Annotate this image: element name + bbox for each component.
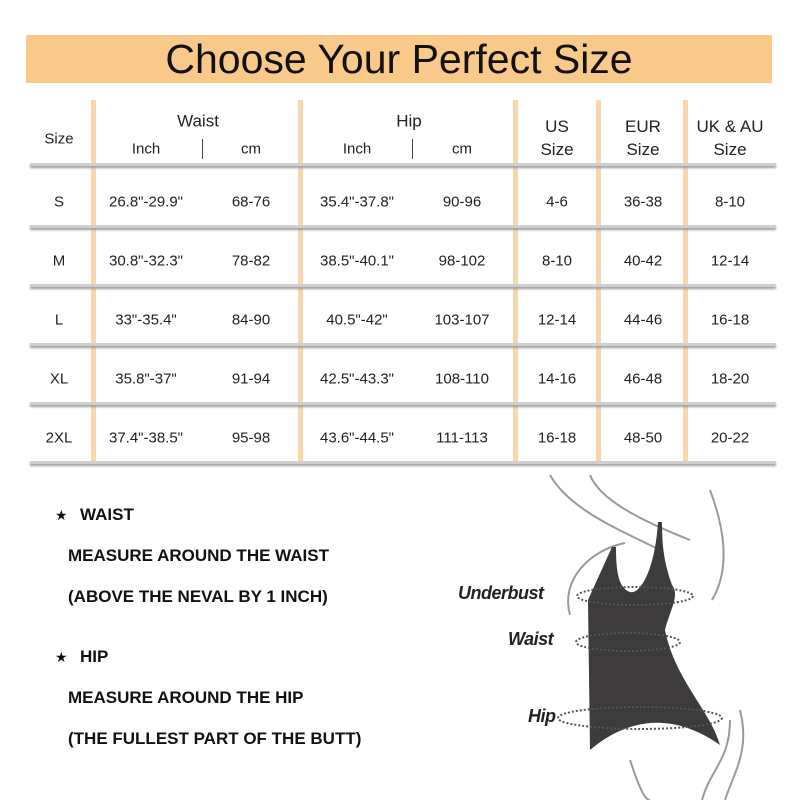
cell-waist-in: 37.4"-38.5" [108, 429, 184, 447]
header-us-line2: Size [540, 140, 574, 159]
header-hip-cm: cm [452, 140, 472, 158]
cell-eur: 36-38 [623, 193, 663, 211]
arm-outline [589, 474, 691, 541]
row-separator [30, 225, 776, 228]
cell-hip-cm: 103-107 [434, 311, 490, 329]
cell-ukau: 16-18 [710, 311, 750, 329]
cell-waist-cm: 91-94 [231, 370, 271, 388]
cell-waist-cm: 95-98 [231, 429, 271, 447]
cell-waist-cm: 68-76 [231, 193, 271, 211]
header-size: Size [44, 130, 74, 148]
hip-instruction: MEASURE AROUND THE HIP [68, 688, 304, 707]
cell-size: L [54, 311, 64, 329]
cell-hip-in: 43.6"-44.5" [319, 429, 395, 447]
column-divider [683, 100, 688, 462]
cell-eur: 46-48 [623, 370, 663, 388]
leg-outline [724, 709, 745, 800]
back-outline [709, 489, 725, 601]
waist-instruction-note: (ABOVE THE NEVAL BY 1 INCH) [68, 587, 328, 606]
waist-label: Waist [508, 629, 554, 649]
cell-waist-cm: 84-90 [231, 311, 271, 329]
row-separator [30, 284, 776, 287]
header-us-line1: US [545, 117, 569, 136]
cell-size: XL [49, 370, 69, 388]
column-divider [596, 100, 601, 462]
cell-size: M [52, 252, 66, 270]
cell-eur: 44-46 [623, 311, 663, 329]
header-ukau-line2: Size [713, 140, 747, 159]
cell-size: S [53, 193, 65, 211]
cell-eur: 40-42 [623, 252, 663, 270]
cell-hip-in: 38.5"-40.1" [319, 252, 395, 270]
hip-measure-line [557, 706, 723, 730]
header-eur-line1: EUR [625, 117, 661, 136]
column-divider [91, 100, 96, 462]
body-measurement-figure [549, 474, 745, 800]
cell-ukau: 8-10 [714, 193, 746, 211]
shoulder-outline [567, 542, 626, 616]
cell-waist-in: 33"-35.4" [115, 311, 177, 329]
cell-us: 8-10 [541, 252, 573, 270]
leg-outline [701, 719, 731, 800]
cell-us: 14-16 [537, 370, 577, 388]
header-hip: Hip [396, 111, 422, 131]
cell-ukau: 20-22 [710, 429, 750, 447]
waist-instruction: MEASURE AROUND THE WAIST [68, 546, 329, 565]
header-eur-line2: Size [626, 140, 660, 159]
hip-instruction-note: (THE FULLEST PART OF THE BUTT) [68, 729, 362, 748]
star-icon: ★ [55, 507, 68, 523]
underbust-label: Underbust [458, 583, 544, 603]
subheader-divider [202, 139, 203, 159]
cell-us: 12-14 [537, 311, 577, 329]
arm-outline [549, 474, 663, 601]
cell-size: 2XL [45, 429, 73, 447]
bodysuit-garment [588, 522, 720, 750]
underbust-measure-line [576, 586, 694, 606]
page-title: Choose Your Perfect Size [165, 36, 633, 82]
cell-hip-cm: 111-113 [436, 429, 488, 447]
leg-outline [629, 759, 651, 800]
column-divider [298, 100, 303, 462]
cell-waist-in: 26.8"-29.9" [108, 193, 184, 211]
header-waist-cm: cm [241, 140, 261, 158]
cell-hip-cm: 98-102 [438, 252, 486, 270]
cell-ukau: 18-20 [710, 370, 750, 388]
waist-title: WAIST [80, 505, 134, 524]
cell-waist-in: 30.8"-32.3" [108, 252, 184, 270]
header-us-size: US Size [540, 115, 573, 161]
cell-ukau: 12-14 [710, 252, 750, 270]
cell-eur: 48-50 [623, 429, 663, 447]
waist-measure-line [575, 632, 681, 652]
star-icon: ★ [55, 649, 68, 665]
cell-us: 16-18 [537, 429, 577, 447]
cell-hip-cm: 90-96 [442, 193, 482, 211]
header-eur-size: EUR Size [625, 115, 661, 161]
cell-us: 4-6 [546, 193, 568, 211]
header-hip-inch: Inch [342, 140, 372, 158]
cell-hip-in: 42.5"-43.3" [319, 370, 395, 388]
column-divider [513, 100, 518, 462]
row-separator [30, 461, 776, 464]
header-waist-inch: Inch [131, 140, 161, 158]
subheader-divider [412, 139, 413, 159]
hip-title: HIP [80, 647, 109, 666]
header-ukau-line1: UK & AU [696, 117, 764, 136]
header-waist: Waist [177, 111, 219, 131]
hip-label: Hip [528, 706, 556, 726]
cell-waist-cm: 78-82 [231, 252, 271, 270]
header-separator [30, 163, 776, 166]
cell-hip-in: 40.5"-42" [326, 311, 388, 329]
row-separator [30, 343, 776, 346]
cell-waist-in: 35.8"-37" [115, 370, 177, 388]
cell-hip-in: 35.4"-37.8" [319, 193, 395, 211]
cell-hip-cm: 108-110 [435, 370, 489, 388]
row-separator [30, 402, 776, 405]
title-banner: Choose Your Perfect Size [26, 35, 772, 83]
header-ukau-size: UK & AU Size [696, 115, 763, 161]
